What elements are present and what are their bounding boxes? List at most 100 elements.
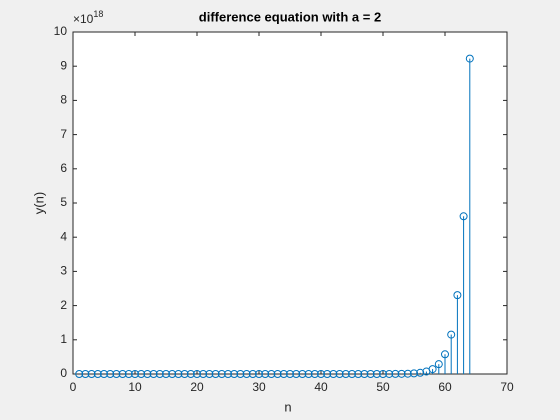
stem-marker [354, 370, 363, 378]
stem [441, 350, 449, 374]
y-tick-label: 5 [60, 195, 67, 209]
stem-marker [397, 369, 406, 378]
y-axis-label: y(n) [31, 192, 46, 214]
stem [186, 370, 195, 378]
stem-marker [428, 365, 437, 374]
stem [106, 370, 115, 378]
stem [453, 291, 462, 374]
stem-marker [168, 370, 177, 378]
stem-marker [100, 370, 108, 378]
stem [354, 370, 363, 378]
stem [261, 370, 270, 378]
stem [124, 370, 133, 378]
y-tick-label: 8 [60, 93, 67, 107]
y-multiplier-base: ×10 [73, 12, 94, 26]
stem-marker [447, 330, 456, 339]
stem-marker [459, 212, 468, 221]
stem [379, 370, 387, 378]
stem [168, 370, 177, 378]
stem-marker [230, 370, 239, 378]
stem-marker [434, 360, 443, 369]
y-tick-label: 7 [60, 127, 67, 141]
stem-marker [341, 370, 350, 378]
stem-marker [162, 370, 170, 378]
stem [447, 330, 456, 374]
stem-marker [304, 370, 313, 378]
stem [112, 370, 121, 378]
stem-marker [180, 370, 189, 378]
stem [366, 370, 375, 378]
stem [341, 370, 350, 378]
stem [323, 370, 332, 378]
stem-marker [143, 370, 152, 378]
stem-marker [348, 370, 356, 378]
stem-marker [286, 370, 294, 378]
axes-box [72, 31, 508, 375]
stem [75, 370, 84, 378]
plot-area [73, 32, 507, 374]
stem [118, 370, 127, 378]
stem [100, 370, 108, 378]
y-tick-label: 3 [60, 264, 67, 278]
stem [465, 54, 474, 374]
stem-marker [155, 370, 164, 378]
stem [193, 370, 201, 378]
y-multiplier: ×1018 [73, 9, 103, 26]
y-tick-label: 0 [60, 366, 67, 380]
stem-marker [261, 370, 270, 378]
stem [211, 370, 220, 378]
x-tick-label: 70 [500, 380, 514, 394]
stem-marker [236, 370, 245, 378]
stem [391, 369, 400, 378]
stem-marker [391, 369, 400, 378]
stem [143, 370, 152, 378]
stem-marker [248, 370, 257, 378]
stem [428, 365, 437, 374]
stem [205, 370, 214, 378]
stem-marker [267, 370, 276, 378]
stem [298, 370, 307, 378]
stem-marker [465, 54, 474, 63]
stem-marker [255, 370, 263, 378]
stem-marker [118, 370, 127, 378]
stem [224, 370, 232, 378]
stem [199, 370, 208, 378]
stem-marker [211, 370, 220, 378]
stem [267, 370, 276, 378]
stem [459, 212, 468, 374]
stem-marker [131, 370, 139, 378]
stem-marker [335, 370, 344, 378]
stem-marker [193, 370, 201, 378]
chart-title: difference equation with a = 2 [199, 9, 381, 24]
y-tick-label: 1 [60, 332, 67, 346]
stem [149, 370, 158, 378]
y-multiplier-exponent: 18 [93, 9, 103, 19]
stem-marker [310, 370, 319, 378]
y-tick-label: 10 [54, 24, 68, 38]
stem [403, 369, 412, 378]
stem-marker [379, 370, 387, 378]
x-tick-label: 50 [376, 380, 390, 394]
stem-marker [385, 369, 394, 378]
stem-marker [87, 370, 96, 378]
stem [360, 370, 369, 378]
stem-marker [186, 370, 195, 378]
stem-marker [372, 370, 381, 378]
stem [236, 370, 245, 378]
stem [248, 370, 257, 378]
stem [242, 370, 251, 378]
stem [230, 370, 239, 378]
stem [335, 370, 344, 378]
stem-marker [75, 370, 84, 378]
y-tick-label: 2 [60, 298, 67, 312]
stem-marker [106, 370, 115, 378]
x-tick-label: 20 [190, 380, 204, 394]
stem [137, 370, 146, 378]
stem [292, 370, 301, 378]
stem [279, 370, 288, 378]
stem [317, 370, 325, 378]
stem-marker [317, 370, 325, 378]
stem [93, 370, 102, 378]
stem-marker [124, 370, 133, 378]
